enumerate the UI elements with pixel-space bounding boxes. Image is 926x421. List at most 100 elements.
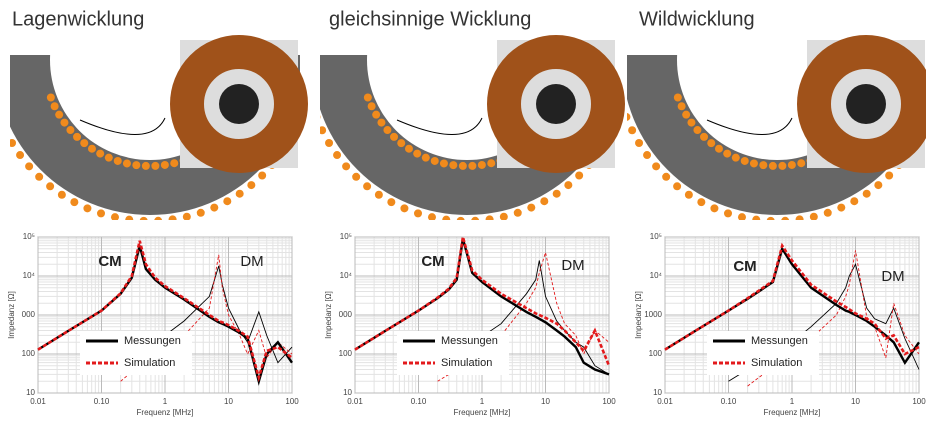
wire [390, 133, 398, 141]
wire [824, 209, 832, 217]
wire [363, 182, 371, 190]
wire [364, 93, 372, 101]
wire [333, 151, 341, 159]
wire [750, 159, 758, 167]
wire [47, 93, 55, 101]
wire [154, 217, 162, 225]
wire [635, 139, 643, 147]
y-tick-label: 10⁴ [650, 271, 663, 280]
wire [132, 161, 140, 169]
wire [318, 126, 326, 134]
x-tick-label: 1 [480, 397, 485, 406]
y-tick-label: 100 [339, 349, 353, 358]
wire [796, 215, 804, 223]
x-axis-label: Frequenz [MHz] [764, 408, 821, 417]
x-tick-label: 1 [163, 397, 168, 406]
wire [96, 150, 104, 158]
legend-label: Messungen [441, 335, 498, 347]
wire [377, 119, 385, 127]
wire [724, 209, 732, 217]
wire [781, 217, 789, 225]
wire [738, 213, 746, 221]
wire [210, 204, 218, 212]
wire [55, 111, 63, 119]
x-tick-label: 10 [851, 397, 860, 406]
wire [35, 173, 43, 181]
wire [674, 93, 682, 101]
wire [527, 204, 535, 212]
wire [850, 197, 858, 205]
legend-label: Messungen [751, 335, 808, 347]
legend-label: Simulation [441, 357, 492, 369]
y-tick-label: 1000 [644, 310, 662, 319]
wire [25, 162, 33, 170]
wire [83, 204, 91, 212]
wire [125, 216, 133, 224]
y-axis-label: Impedanz [Ω] [324, 291, 333, 339]
x-tick-label: 1 [790, 397, 795, 406]
wire [123, 159, 131, 167]
wire [471, 217, 479, 225]
wire [457, 217, 465, 225]
wire [312, 113, 320, 121]
wire [142, 162, 150, 170]
x-tick-label: 0.10 [411, 397, 427, 406]
panel-title: Wildwicklung [639, 8, 755, 30]
wire [885, 171, 893, 179]
photo-core [219, 84, 259, 124]
wire [387, 198, 395, 206]
wire [741, 157, 749, 165]
wire [422, 154, 430, 162]
wire [60, 119, 68, 127]
y-tick-label: 10 [26, 388, 35, 397]
wire [170, 159, 178, 167]
wire [767, 217, 775, 225]
legend-label: Simulation [124, 357, 175, 369]
x-axis-label: Frequenz [MHz] [454, 408, 511, 417]
wire [400, 204, 408, 212]
wire [707, 139, 715, 147]
wire [628, 126, 636, 134]
panel-title: gleichsinnige Wicklung [329, 8, 531, 30]
wire [183, 213, 191, 221]
wire [58, 191, 66, 199]
wire [375, 191, 383, 199]
x-tick-label: 100 [912, 397, 926, 406]
y-tick-label: 100 [649, 349, 663, 358]
wire [88, 145, 96, 153]
wire [169, 215, 177, 223]
y-tick-label: 000 [22, 310, 36, 319]
wire [514, 209, 522, 217]
wire [863, 190, 871, 198]
annotation: DM [881, 268, 904, 285]
wire [678, 102, 686, 110]
x-tick-label: 0.01 [347, 397, 363, 406]
wire [431, 157, 439, 165]
wire [247, 181, 255, 189]
wire [652, 162, 660, 170]
y-tick-label: 10⁵ [650, 232, 662, 241]
wire [372, 111, 380, 119]
wire [8, 139, 16, 147]
wire [97, 209, 105, 217]
page: Lagenwicklung 0.01 0.10 1 10 100 10 100 000 10⁴ 10… [0, 0, 926, 421]
wire [697, 198, 705, 206]
wire [487, 159, 495, 167]
wire [16, 151, 24, 159]
wire [643, 151, 651, 159]
panel-title: Lagenwicklung [12, 8, 144, 30]
y-tick-label: 10⁴ [23, 271, 36, 280]
legend-label: Simulation [751, 357, 802, 369]
wire [258, 171, 266, 179]
wire [161, 161, 169, 169]
wire [1, 126, 9, 134]
wire [662, 173, 670, 181]
wire [440, 159, 448, 167]
x-tick-label: 10 [224, 397, 233, 406]
wire [197, 209, 205, 217]
wire [46, 182, 54, 190]
wire [500, 213, 508, 221]
wire [111, 213, 119, 221]
photo-core [536, 84, 576, 124]
wire [874, 181, 882, 189]
